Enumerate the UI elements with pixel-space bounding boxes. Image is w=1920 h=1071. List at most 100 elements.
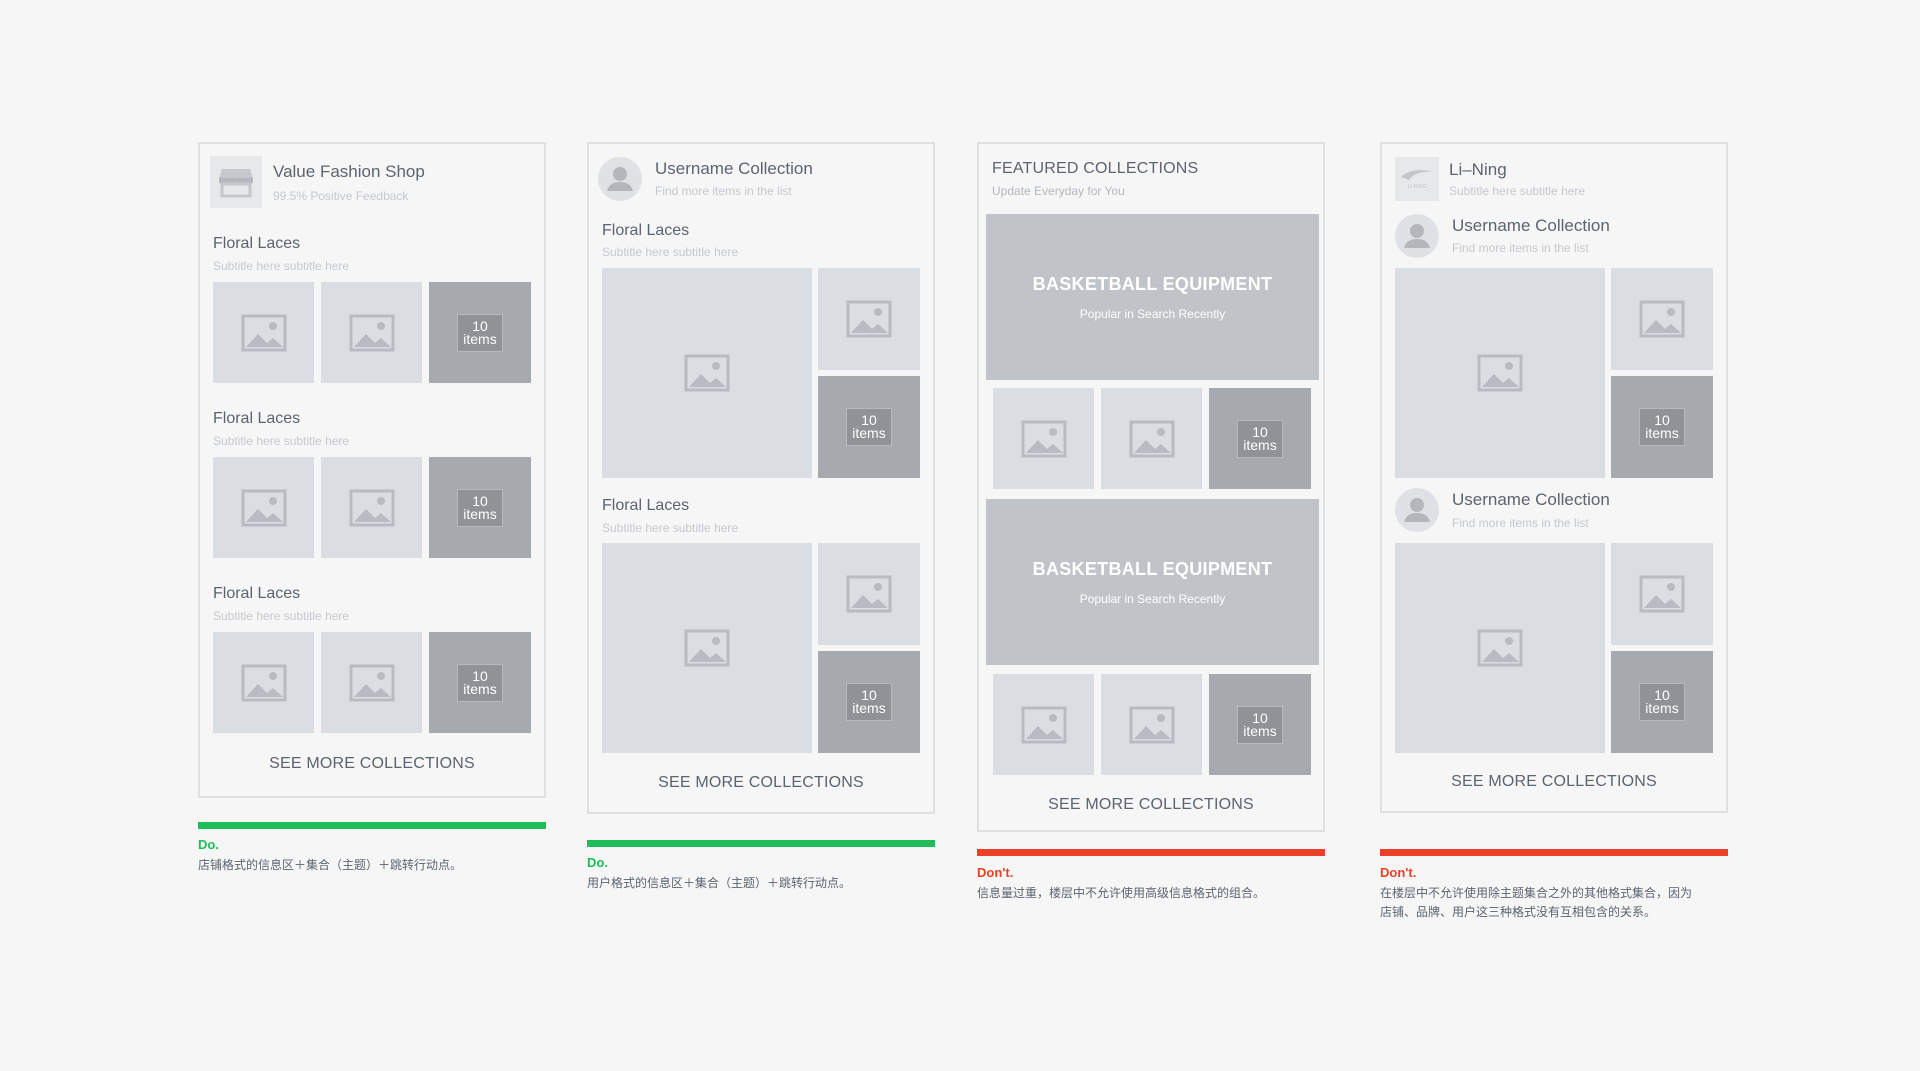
image-placeholder[interactable] <box>213 632 314 733</box>
shop-collection-card: Value Fashion Shop 99.5% Positive Feedba… <box>198 142 546 798</box>
item-count-tile[interactable]: 10 items <box>429 282 531 383</box>
section-title[interactable]: Floral Laces <box>213 585 301 602</box>
guideline-note-line: 在楼层中不允许使用除主题集合之外的其他格式集合，因为 <box>1380 886 1693 900</box>
image-icon <box>1477 354 1523 392</box>
image-placeholder[interactable] <box>818 543 920 645</box>
brand-logo[interactable]: LI-NING <box>1395 157 1439 201</box>
image-icon <box>1639 300 1685 338</box>
image-icon <box>241 664 286 701</box>
collection-title[interactable]: Username Collection <box>1452 490 1610 509</box>
image-placeholder[interactable] <box>213 282 314 383</box>
featured-title[interactable]: FEATURED COLLECTIONS <box>992 160 1199 177</box>
item-count-unit: items <box>463 680 497 697</box>
verdict-label: Don't. <box>977 865 1014 880</box>
image-placeholder[interactable] <box>321 457 422 558</box>
guideline-note: 店铺格式的信息区＋集合（主题）＋跳转行动点。 <box>198 858 463 872</box>
image-icon <box>349 664 394 701</box>
banner-title: BASKETBALL EQUIPMENT <box>1032 273 1273 294</box>
do-indicator-bar <box>587 840 935 847</box>
section-title[interactable]: Floral Laces <box>602 497 690 514</box>
brand-subtitle: Subtitle here subtitle here <box>1449 184 1586 198</box>
item-count-tile[interactable]: 10 items <box>429 457 531 558</box>
item-count-unit: items <box>852 425 886 441</box>
image-placeholder[interactable] <box>1101 674 1202 775</box>
item-count-number: 10 <box>472 667 488 684</box>
image-icon <box>1477 629 1523 667</box>
banner-subtitle: Popular in Search Recently <box>1079 591 1226 606</box>
image-placeholder-large[interactable] <box>1395 543 1605 753</box>
item-count-tile[interactable]: 10 items <box>1209 674 1311 775</box>
see-more-button[interactable]: SEE MORE COLLECTIONS <box>269 755 475 772</box>
image-placeholder-large[interactable] <box>602 268 812 478</box>
section-title[interactable]: Floral Laces <box>602 222 690 239</box>
image-placeholder[interactable] <box>993 388 1094 489</box>
image-placeholder[interactable] <box>321 632 422 733</box>
section-title[interactable]: Floral Laces <box>213 410 301 427</box>
user-icon <box>1404 498 1430 522</box>
collection-subtitle: Find more items in the list <box>655 184 792 198</box>
see-more-button[interactable]: SEE MORE COLLECTIONS <box>658 774 864 791</box>
image-icon <box>241 489 286 526</box>
image-icon <box>349 314 394 351</box>
image-icon <box>349 489 394 526</box>
user-avatar[interactable] <box>1395 214 1439 258</box>
image-icon <box>684 354 730 392</box>
featured-collections-card: FEATURED COLLECTIONS Update Everyday for… <box>977 142 1325 832</box>
collection-subtitle: Find more items in the list <box>1452 516 1589 530</box>
image-icon <box>846 575 892 613</box>
image-icon <box>684 629 730 667</box>
item-count-tile[interactable]: 10 items <box>429 632 531 733</box>
image-placeholder[interactable] <box>1611 268 1713 370</box>
image-icon <box>1021 420 1066 457</box>
item-count-tile[interactable]: 10 items <box>1209 388 1311 489</box>
guideline-note-line: 店铺、品牌、用户这三种格式没有互相包含的关系。 <box>1380 905 1657 919</box>
item-count-tile[interactable]: 10 items <box>1611 651 1713 753</box>
section-subtitle: Subtitle here subtitle here <box>602 521 739 535</box>
featured-subtitle: Update Everyday for You <box>992 184 1125 198</box>
item-count-number: 10 <box>861 687 877 703</box>
guideline-note: 用户格式的信息区＋集合（主题）＋跳转行动点。 <box>587 876 852 890</box>
item-count-unit: items <box>463 505 497 522</box>
user-avatar[interactable] <box>598 157 642 201</box>
item-count-number: 10 <box>1252 423 1268 440</box>
shop-name[interactable]: Value Fashion Shop <box>273 162 425 181</box>
dont-indicator-bar <box>1380 849 1728 856</box>
section-title[interactable]: Floral Laces <box>213 235 301 252</box>
section-subtitle: Subtitle here subtitle here <box>213 259 350 273</box>
image-placeholder[interactable] <box>818 268 920 370</box>
item-count-unit: items <box>852 700 886 716</box>
brand-name[interactable]: Li–Ning <box>1449 160 1507 179</box>
collection-banner[interactable]: BASKETBALL EQUIPMENT Popular in Search R… <box>986 499 1319 665</box>
image-placeholder[interactable] <box>321 282 422 383</box>
see-more-button[interactable]: SEE MORE COLLECTIONS <box>1048 796 1254 813</box>
collection-title[interactable]: Username Collection <box>1452 216 1610 235</box>
collection-banner[interactable]: BASKETBALL EQUIPMENT Popular in Search R… <box>986 214 1319 380</box>
image-placeholder[interactable] <box>1611 543 1713 645</box>
image-placeholder[interactable] <box>213 457 314 558</box>
item-count-tile[interactable]: 10 items <box>1611 376 1713 478</box>
item-count-number: 10 <box>472 317 488 334</box>
item-count-unit: items <box>1645 425 1679 441</box>
guideline-note: 信息量过重，楼层中不允许使用高级信息格式的组合。 <box>977 886 1266 900</box>
user-avatar[interactable] <box>1395 488 1439 532</box>
item-count-unit: items <box>1243 722 1277 739</box>
item-count-tile[interactable]: 10 items <box>818 376 920 478</box>
image-placeholder-large[interactable] <box>602 543 812 753</box>
item-count-number: 10 <box>1654 412 1670 428</box>
shop-feedback: 99.5% Positive Feedback <box>273 189 409 203</box>
image-placeholder-large[interactable] <box>1395 268 1605 478</box>
item-count-unit: items <box>1243 436 1277 453</box>
section-subtitle: Subtitle here subtitle here <box>213 434 350 448</box>
user-icon <box>607 167 633 191</box>
user-icon <box>1404 224 1430 248</box>
store-icon <box>210 156 262 208</box>
item-count-number: 10 <box>1654 687 1670 703</box>
item-count-tile[interactable]: 10 items <box>818 651 920 753</box>
image-icon <box>1129 706 1174 743</box>
user-collection-card: Username Collection Find more items in t… <box>587 142 935 814</box>
see-more-button[interactable]: SEE MORE COLLECTIONS <box>1451 773 1657 790</box>
image-placeholder[interactable] <box>993 674 1094 775</box>
image-placeholder[interactable] <box>1101 388 1202 489</box>
guideline-note: 在楼层中不允许使用除主题集合之外的其他格式集合，因为 店铺、品牌、用户这三种格式… <box>1380 884 1692 922</box>
collection-title[interactable]: Username Collection <box>655 159 813 178</box>
